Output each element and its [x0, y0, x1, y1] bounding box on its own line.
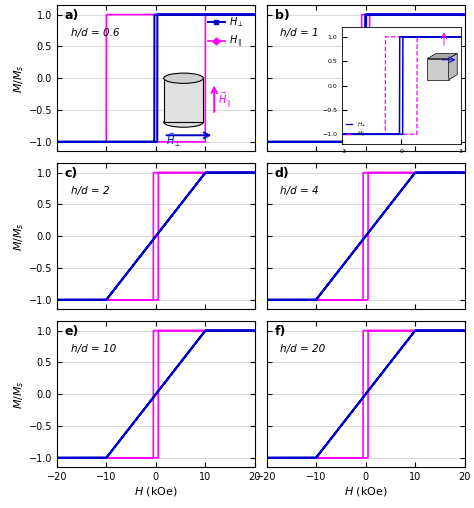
Y-axis label: $M/M_s$: $M/M_s$ [12, 380, 26, 408]
Text: c): c) [65, 168, 78, 180]
Text: a): a) [65, 10, 79, 22]
Text: h/d = 0.6: h/d = 0.6 [71, 28, 119, 39]
X-axis label: $H$ (kOe): $H$ (kOe) [134, 485, 178, 498]
Text: d): d) [274, 168, 289, 180]
Text: h/d = 1: h/d = 1 [281, 28, 319, 39]
Text: h/d = 4: h/d = 4 [281, 186, 319, 197]
Text: h/d = 20: h/d = 20 [281, 344, 326, 355]
Text: $\vec{H}_\parallel$: $\vec{H}_\parallel$ [218, 91, 231, 110]
Text: b): b) [274, 10, 289, 22]
Text: h/d = 2: h/d = 2 [71, 186, 109, 197]
Text: $\vec{H}_\perp$: $\vec{H}_\perp$ [166, 132, 181, 149]
Y-axis label: $M/M_s$: $M/M_s$ [12, 222, 26, 250]
Bar [164, 78, 203, 122]
Y-axis label: $M/M_s$: $M/M_s$ [12, 64, 26, 92]
Text: e): e) [65, 326, 79, 338]
Text: h/d = 10: h/d = 10 [71, 344, 116, 355]
X-axis label: $H$ (kOe): $H$ (kOe) [344, 485, 387, 498]
Text: f): f) [274, 326, 286, 338]
Legend: $H_\perp$, $H_\parallel$: $H_\perp$, $H_\parallel$ [204, 11, 248, 54]
Ellipse shape [164, 73, 203, 83]
Ellipse shape [164, 117, 203, 127]
